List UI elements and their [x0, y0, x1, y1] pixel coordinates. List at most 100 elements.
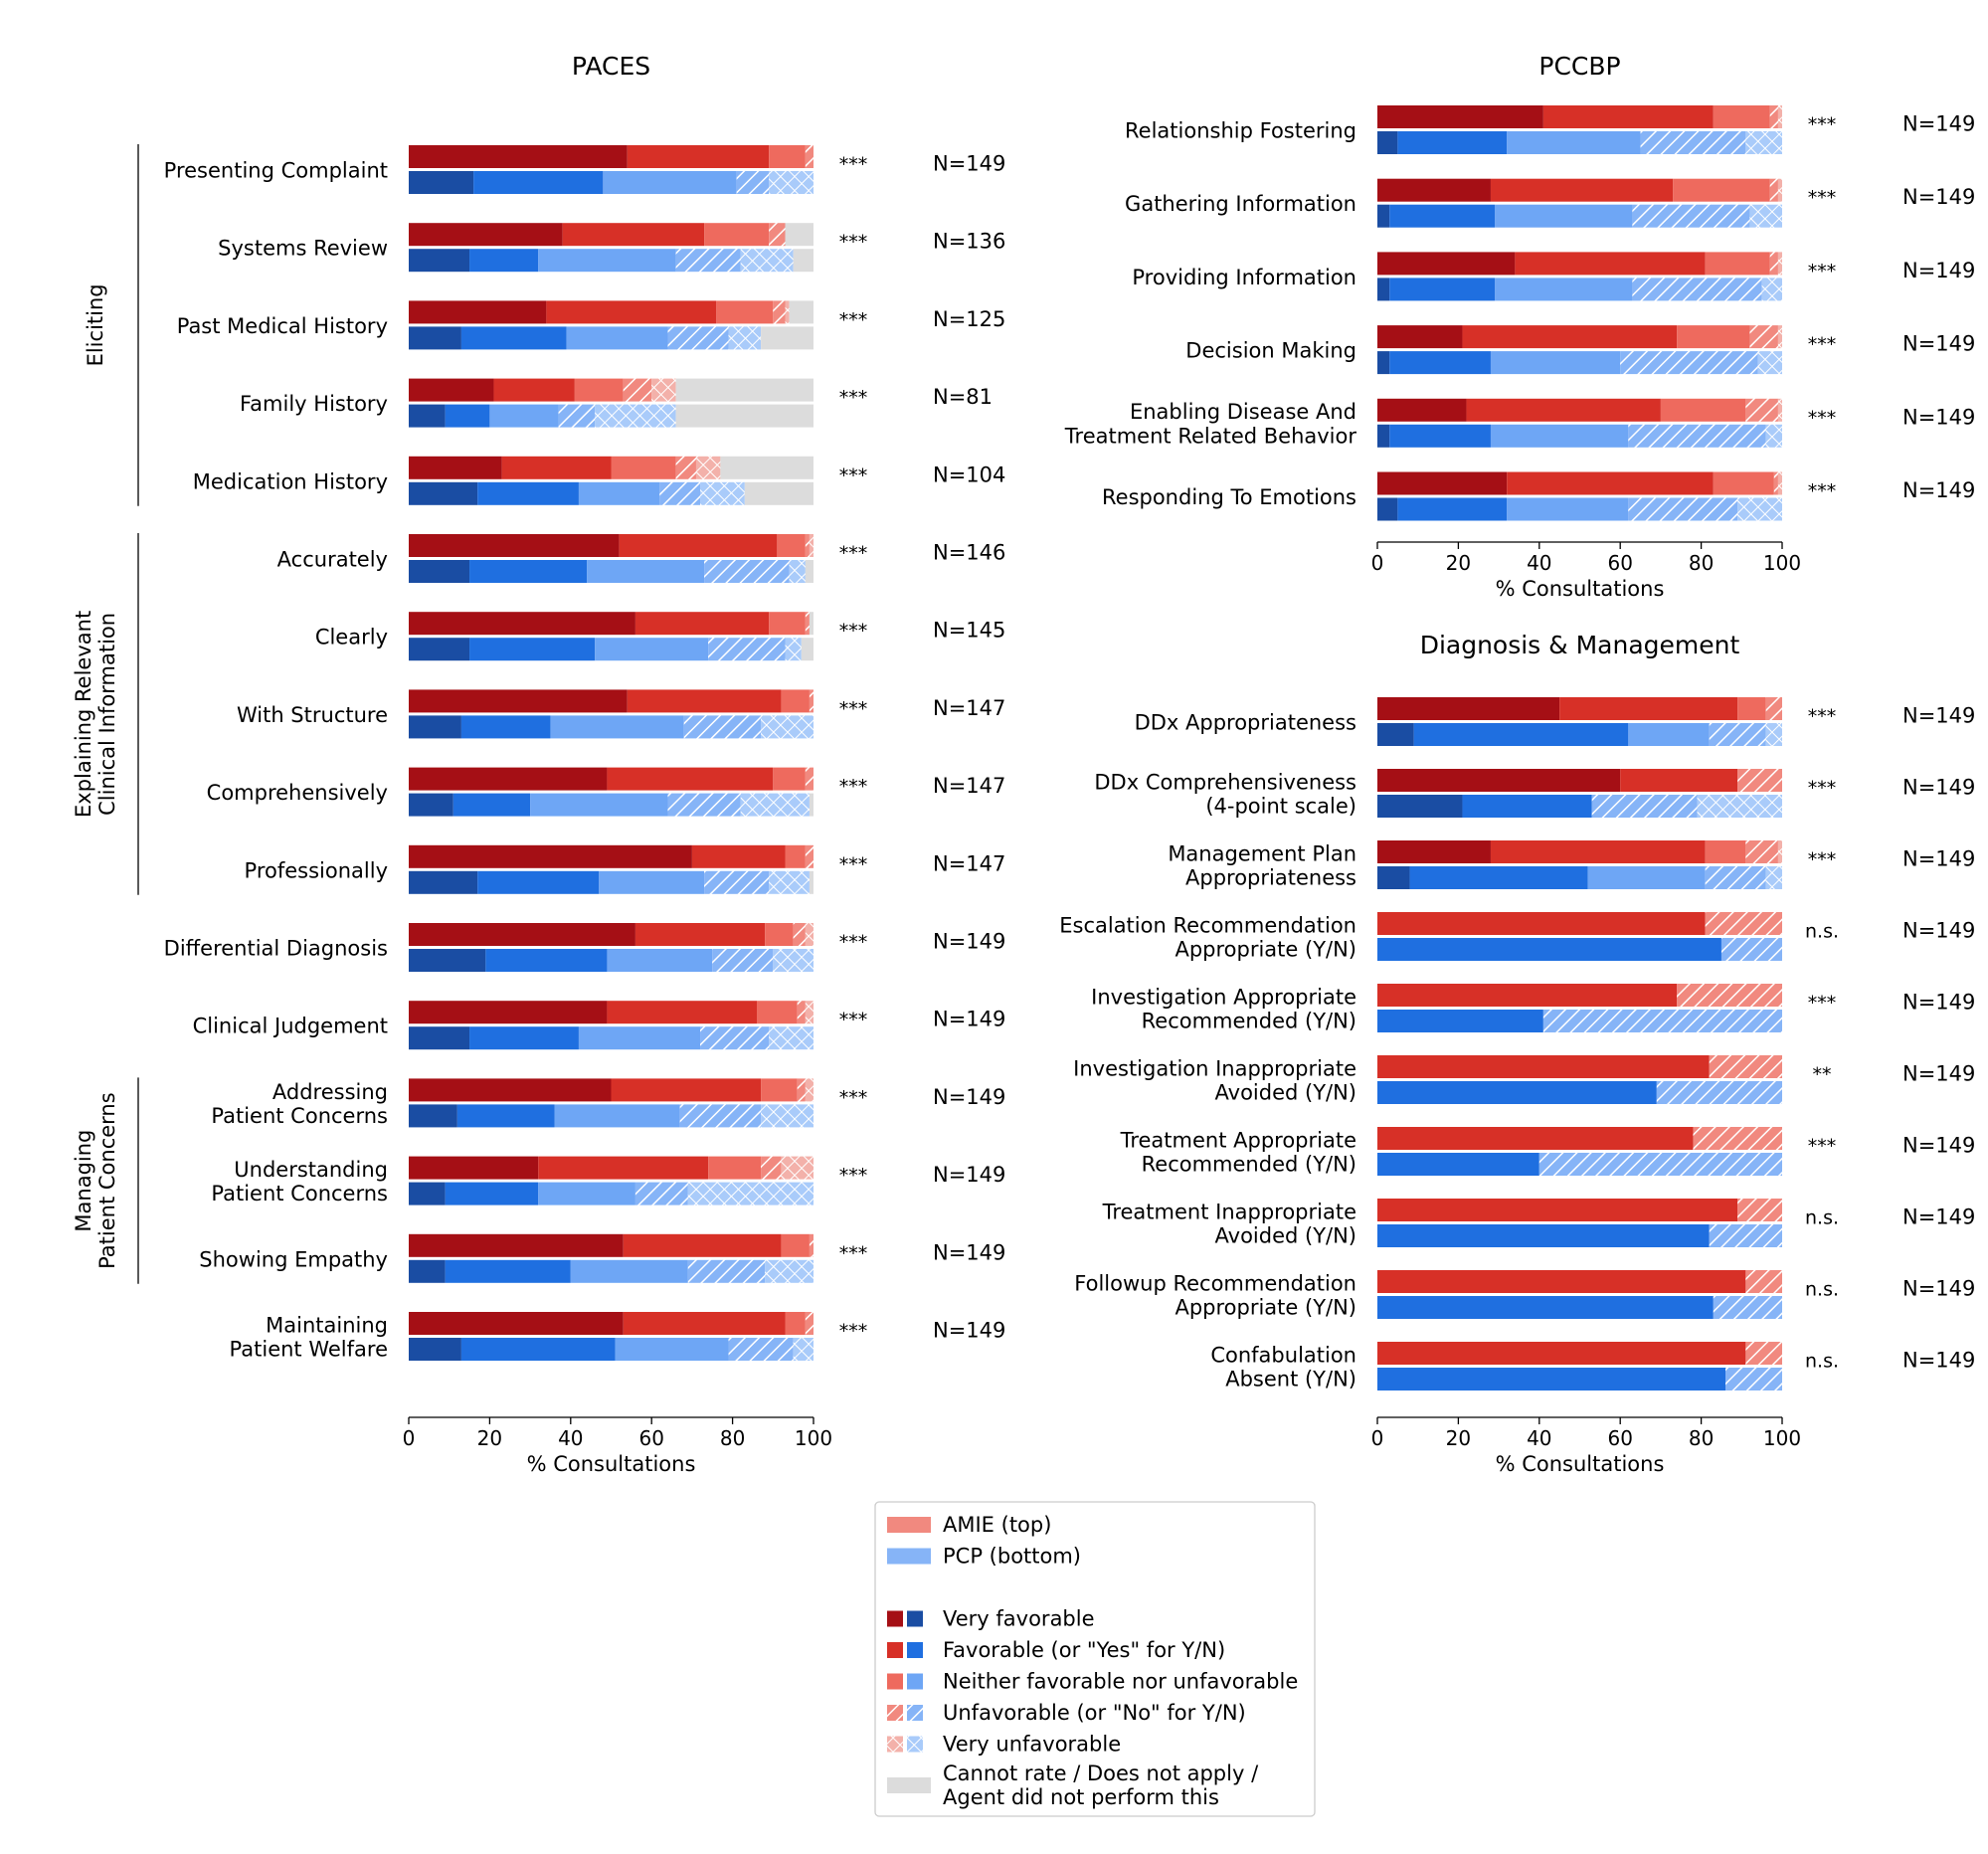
group-label-line: Explaining Relevant [72, 611, 95, 818]
pcp-bar-segment [769, 1026, 813, 1050]
legend-swatch-pcp [907, 1642, 923, 1658]
pcp-bar-segment [469, 560, 588, 583]
pcp-bar-segment [740, 249, 794, 273]
chart-panel-1: PCCBP Relationship Fostering *** N=149 Gathe… [1064, 52, 1976, 601]
row-label-line: Treatment Inappropriate [1102, 1200, 1356, 1223]
pcp-bar-segment [409, 638, 470, 661]
amie-bar-segment [409, 145, 628, 168]
pcp-bar-segment [477, 481, 579, 505]
x-axis-label: % Consultations [1496, 1452, 1665, 1476]
group-label-line: Clinical Information [95, 613, 119, 816]
amie-bar-segment [805, 145, 813, 168]
amie-bar-segment [1377, 105, 1543, 128]
n-label: N=147 [933, 851, 1005, 875]
amie-bar-segment [634, 612, 770, 636]
amie-bar-segment [409, 612, 635, 636]
amie-bar-segment [805, 767, 813, 791]
pcp-bar-segment [1462, 795, 1592, 818]
amie-bar-segment [809, 534, 813, 557]
row-label-line: Avoided (Y/N) [1215, 1224, 1357, 1248]
amie-bar-segment [501, 456, 612, 479]
amie-bar-segment [809, 1233, 813, 1257]
amie-bar-segment [695, 456, 721, 479]
n-label: N=149 [933, 152, 1005, 176]
significance-label: *** [839, 1321, 868, 1343]
significance-label: n.s. [1805, 1207, 1839, 1229]
pcp-bar-segment [700, 481, 745, 505]
n-label: N=149 [1902, 919, 1975, 943]
x-tick-label: 20 [1446, 551, 1471, 575]
amie-bar-segment [409, 534, 620, 557]
n-label: N=145 [933, 619, 1005, 643]
pcp-bar-segment [1749, 204, 1782, 228]
significance-label: *** [839, 154, 868, 176]
amie-bar-segment [1677, 984, 1782, 1007]
x-axis-label: % Consultations [1496, 577, 1665, 601]
bar-row: Differential Diagnosis *** N=149 [164, 923, 1005, 972]
pcp-bar-segment [687, 1259, 766, 1283]
row-label-line: Understanding [234, 1158, 388, 1182]
group-bracket: Explaining RelevantClinical Information [72, 533, 139, 895]
legend-label-line: Agent did not perform this [943, 1785, 1219, 1809]
pcp-bar-segment [566, 326, 668, 350]
amie-bar-segment [777, 534, 806, 557]
significance-label: *** [839, 932, 868, 954]
x-tick-label: 60 [1607, 551, 1632, 575]
bar-row: Relationship Fostering *** N=149 [1125, 105, 1975, 154]
amie-bar-segment [797, 1078, 806, 1102]
pcp-bar-segment [1389, 424, 1491, 448]
n-label: N=149 [1902, 185, 1975, 209]
legend-swatch-amie [887, 1610, 903, 1627]
pcp-bar-segment [761, 715, 813, 739]
x-tick-label: 100 [795, 1426, 832, 1450]
row-label: Escalation Recommendation Appropriate (Y/… [1059, 913, 1356, 961]
pcp-bar-segment [477, 870, 600, 894]
row-label: Maintaining Patient Welfare [230, 1313, 388, 1361]
legend-swatch-amie [887, 1673, 903, 1690]
n-label: N=149 [1902, 1205, 1975, 1229]
amie-bar-segment [1377, 252, 1516, 276]
pcp-bar-segment [1495, 204, 1633, 228]
amie-bar-segment [1507, 471, 1714, 495]
x-tick-label: 40 [558, 1426, 583, 1450]
amie-bar-segment [1377, 1055, 1710, 1078]
pcp-bar-segment [1765, 723, 1782, 746]
pcp-bar-segment [489, 404, 559, 428]
amie-bar-segment [805, 844, 813, 868]
n-label: N=149 [1902, 1277, 1975, 1301]
amie-bar-segment [409, 844, 692, 868]
x-tick-label: 60 [638, 1426, 663, 1450]
amie-bar-segment [1462, 325, 1678, 349]
pcp-bar-segment [1640, 131, 1746, 154]
amie-bar-segment [720, 456, 813, 479]
amie-bar-segment [1377, 1342, 1746, 1365]
pcp-bar-segment [704, 870, 770, 894]
pcp-bar-segment [659, 481, 701, 505]
pcp-bar-segment [409, 171, 474, 194]
pcp-bar-segment [603, 171, 737, 194]
row-label-line: Appropriateness [1185, 866, 1356, 890]
significance-label: *** [1808, 261, 1837, 282]
x-tick-label: 100 [1763, 551, 1801, 575]
x-tick-label: 60 [1607, 1426, 1632, 1450]
pcp-bar-segment [469, 638, 596, 661]
pcp-bar-segment [728, 326, 762, 350]
amie-bar-segment [1745, 398, 1778, 422]
n-label: N=149 [933, 1008, 1005, 1031]
bar-row: Clearly *** N=145 [315, 612, 1005, 661]
row-label-line: Confabulation [1210, 1343, 1356, 1367]
n-label: N=149 [1902, 112, 1975, 136]
amie-bar-segment [785, 223, 813, 247]
row-label: Gathering Information [1125, 192, 1356, 216]
amie-bar-segment [409, 923, 635, 946]
pcp-bar-segment [1591, 795, 1698, 818]
pcp-bar-segment [550, 715, 684, 739]
pcp-bar-segment [1389, 278, 1496, 301]
chart-title: PCCBP [1538, 52, 1620, 81]
pcp-bar-segment [1745, 131, 1782, 154]
row-label: Clearly [315, 626, 388, 649]
bar-row: Maintaining Patient Welfare *** N=149 [230, 1312, 1005, 1362]
legend-label: Cannot rate / Does not apply / Agent did… [943, 1761, 1265, 1809]
pcp-bar-segment [1737, 497, 1782, 521]
